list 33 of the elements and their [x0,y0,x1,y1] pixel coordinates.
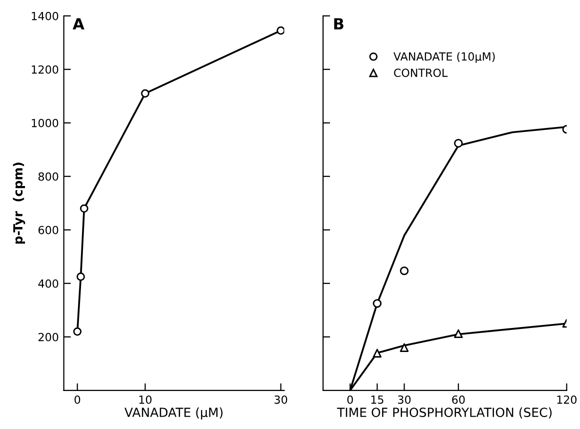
x-axis-title: TIME OF PHOSPHORYLATION (SEC) [337,407,552,419]
annotation: B [334,18,344,30]
x-tick-label: 30 [398,395,411,404]
y-tick-label: 1400 [32,12,58,20]
point [76,272,85,281]
x-tick-label: 120 [557,395,577,404]
legend-label: CONTROL [394,68,448,77]
point [141,89,150,98]
point [276,26,284,35]
y-axis-title: p-Tyr (cpm) [12,162,26,244]
point [73,327,82,336]
point [454,138,463,148]
point [372,348,382,358]
point [372,299,382,308]
point [400,343,409,352]
x-axis-title: VANADATE (µM) [124,407,223,420]
x-tick-label: 15 [371,396,384,404]
y-tick-label: 1000 [32,118,58,128]
annotation: A [72,18,84,30]
y-tick-label: 600 [38,226,58,234]
x-tick-label: 60 [452,395,465,404]
point [400,266,409,276]
legend-label: VANADATE (10µM) [393,52,495,63]
y-tick-label: 1200 [32,65,58,74]
y-tick-label: 800 [38,172,58,181]
point [454,329,463,338]
point [80,204,88,213]
x-tick-label: 10 [139,395,152,404]
x-tick-label: 0 [347,395,353,404]
y-tick-label: 400 [38,279,58,288]
y-tick-label: 200 [38,332,58,342]
x-tick-label: 30 [274,395,288,404]
x-tick-label: 0 [74,395,80,404]
